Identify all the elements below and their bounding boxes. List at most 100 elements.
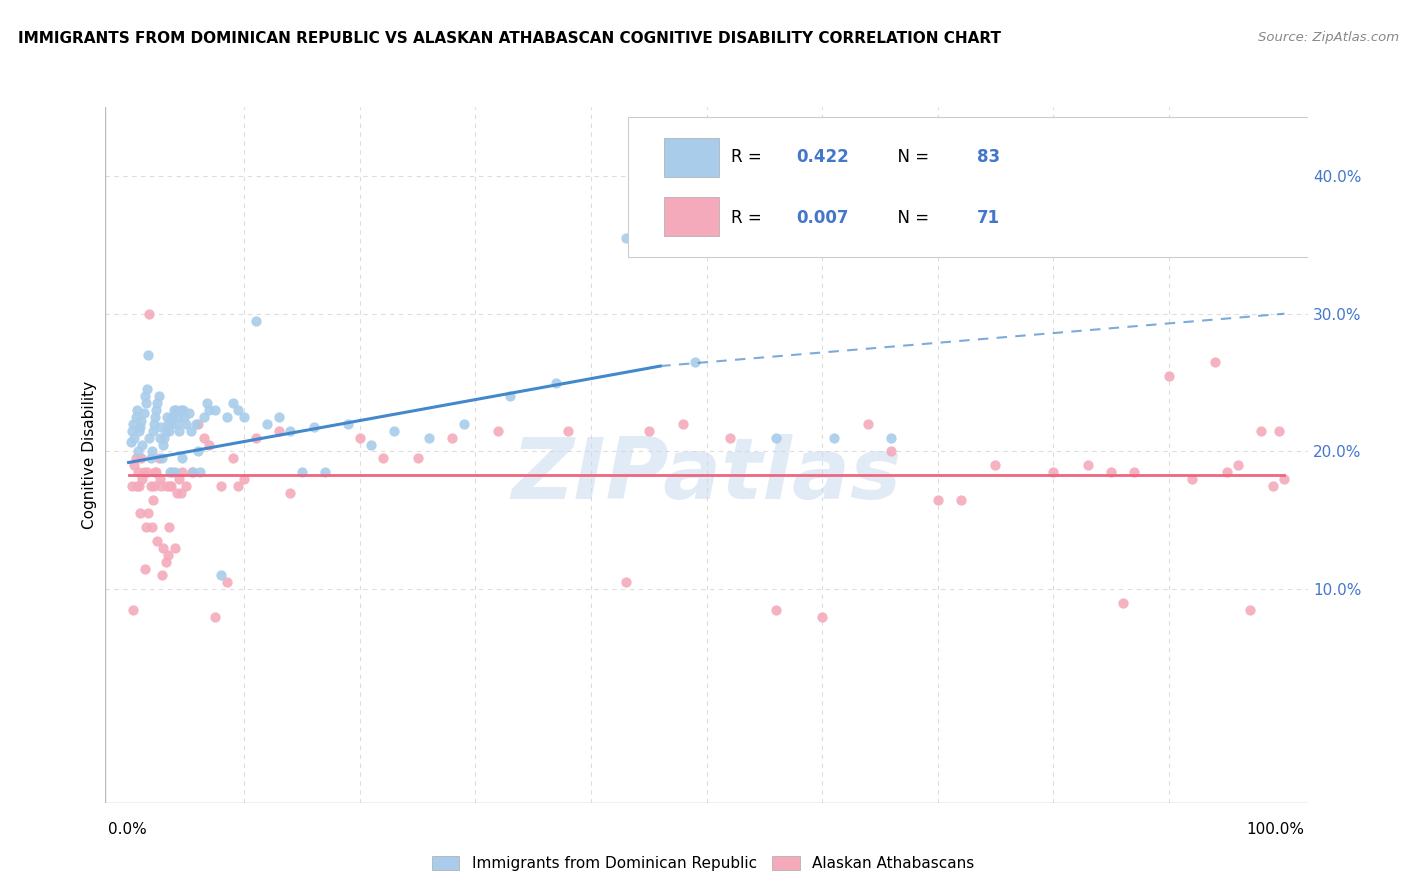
FancyBboxPatch shape — [665, 197, 718, 235]
Point — [149, 472, 172, 486]
Point — [546, 376, 568, 390]
Point — [135, 396, 157, 410]
Legend: Immigrants from Dominican Republic, Alaskan Athabascans: Immigrants from Dominican Republic, Alas… — [426, 850, 980, 877]
Point — [128, 424, 150, 438]
Point — [162, 465, 184, 479]
Point — [135, 520, 157, 534]
Text: 100.0%: 100.0% — [1247, 822, 1305, 837]
Point — [159, 479, 181, 493]
Point — [142, 492, 165, 507]
Point — [927, 492, 949, 507]
Point — [184, 417, 207, 431]
Point — [162, 410, 184, 425]
Point — [170, 451, 193, 466]
Point — [163, 403, 186, 417]
Point — [1261, 479, 1284, 493]
Point — [453, 417, 475, 431]
Point — [228, 403, 250, 417]
Point — [256, 417, 278, 431]
Point — [141, 520, 163, 534]
Point — [1250, 424, 1272, 438]
Point — [173, 410, 195, 425]
Point — [146, 534, 169, 549]
Point — [132, 406, 155, 420]
Point — [880, 444, 903, 458]
Point — [160, 417, 183, 431]
Point — [1215, 465, 1237, 479]
Point — [267, 424, 290, 438]
Point — [198, 437, 221, 451]
Point — [142, 424, 165, 438]
Point — [159, 465, 181, 479]
Point — [150, 568, 173, 582]
Point — [1274, 472, 1296, 486]
Point — [163, 541, 186, 555]
Point — [1099, 465, 1122, 479]
Text: 71: 71 — [977, 210, 1000, 227]
Point — [127, 444, 149, 458]
Text: 83: 83 — [977, 148, 1000, 166]
Point — [1157, 368, 1180, 383]
Point — [221, 396, 243, 410]
Point — [121, 479, 143, 493]
Point — [156, 479, 179, 493]
Point — [204, 403, 226, 417]
Point — [134, 389, 156, 403]
Point — [1267, 424, 1289, 438]
Point — [157, 424, 180, 438]
Point — [127, 465, 149, 479]
Point — [209, 479, 232, 493]
Point — [1227, 458, 1250, 473]
Point — [149, 431, 172, 445]
Point — [166, 417, 188, 431]
Point — [880, 431, 903, 445]
Point — [136, 383, 159, 397]
Point — [129, 507, 152, 521]
Point — [302, 419, 325, 434]
Point — [163, 465, 186, 479]
Point — [280, 485, 302, 500]
Point — [765, 431, 787, 445]
Point — [155, 555, 177, 569]
Point — [384, 424, 406, 438]
Point — [672, 417, 695, 431]
Point — [614, 231, 637, 245]
Point — [145, 403, 167, 417]
Point — [858, 417, 880, 431]
Point — [949, 492, 972, 507]
Point — [245, 313, 267, 327]
Point — [124, 431, 146, 445]
Text: IMMIGRANTS FROM DOMINICAN REPUBLIC VS ALASKAN ATHABASCAN COGNITIVE DISABILITY CO: IMMIGRANTS FROM DOMINICAN REPUBLIC VS AL… — [18, 31, 1001, 46]
Point — [280, 424, 302, 438]
Text: 0.0%: 0.0% — [108, 822, 148, 837]
Point — [1181, 472, 1204, 486]
Point — [148, 389, 170, 403]
Point — [176, 417, 198, 431]
Point — [180, 424, 202, 438]
Point — [215, 575, 238, 590]
Text: 0.422: 0.422 — [797, 148, 849, 166]
Point — [195, 396, 218, 410]
Point — [143, 465, 166, 479]
Point — [371, 451, 394, 466]
Point — [406, 451, 429, 466]
FancyBboxPatch shape — [628, 118, 1326, 257]
Point — [193, 431, 215, 445]
Point — [823, 431, 845, 445]
Text: R =: R = — [731, 210, 766, 227]
Point — [314, 465, 336, 479]
Point — [1111, 596, 1133, 610]
Point — [176, 479, 198, 493]
Point — [811, 609, 834, 624]
Point — [233, 410, 256, 425]
Point — [136, 465, 159, 479]
Point — [360, 437, 382, 451]
Point — [131, 437, 153, 451]
Point — [181, 465, 204, 479]
Point — [418, 431, 440, 445]
Point — [291, 465, 314, 479]
Point — [167, 410, 190, 425]
Point — [138, 307, 160, 321]
Point — [169, 485, 191, 500]
Point — [1123, 465, 1146, 479]
